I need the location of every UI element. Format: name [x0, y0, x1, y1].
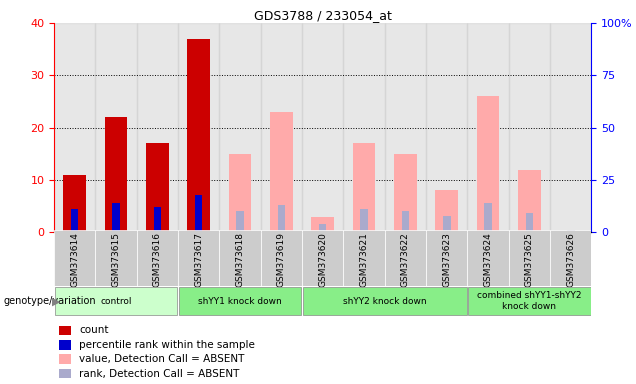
Text: rank, Detection Call = ABSENT: rank, Detection Call = ABSENT: [80, 369, 240, 379]
Bar: [95, 23, 137, 232]
Bar: [71, 209, 78, 232]
Text: shYY2 knock down: shYY2 knock down: [343, 296, 427, 306]
Bar: [550, 230, 591, 286]
Bar: [567, 230, 574, 232]
Text: GSM373620: GSM373620: [318, 232, 328, 287]
Bar: [219, 230, 261, 286]
Title: GDS3788 / 233054_at: GDS3788 / 233054_at: [254, 9, 392, 22]
Text: control: control: [100, 296, 132, 306]
FancyBboxPatch shape: [179, 287, 301, 315]
Bar: [95, 230, 137, 286]
Text: shYY1 knock down: shYY1 knock down: [198, 296, 282, 306]
Bar: [261, 230, 302, 286]
Bar: [146, 143, 169, 232]
FancyBboxPatch shape: [303, 287, 467, 315]
Text: GSM373625: GSM373625: [525, 232, 534, 287]
Bar: [443, 215, 450, 232]
Bar: [137, 230, 178, 286]
Text: GSM373615: GSM373615: [111, 232, 121, 287]
Bar: [302, 23, 343, 232]
Bar: [137, 23, 178, 232]
Text: genotype/variation: genotype/variation: [3, 296, 96, 306]
FancyBboxPatch shape: [55, 287, 177, 315]
Bar: [270, 112, 293, 232]
Bar: [402, 211, 409, 232]
Text: GSM373626: GSM373626: [566, 232, 576, 287]
Bar: [302, 230, 343, 286]
Bar: [509, 23, 550, 232]
Bar: [312, 217, 334, 232]
Bar: [59, 369, 71, 379]
Bar: [319, 224, 326, 232]
Text: ▶: ▶: [52, 296, 60, 306]
Bar: [188, 39, 210, 232]
Bar: [436, 190, 458, 232]
Bar: [550, 23, 591, 232]
Text: GSM373622: GSM373622: [401, 232, 410, 287]
Bar: [385, 230, 426, 286]
Text: GSM373616: GSM373616: [153, 232, 162, 287]
Bar: [59, 340, 71, 350]
Bar: [426, 230, 467, 286]
Text: percentile rank within the sample: percentile rank within the sample: [80, 340, 255, 350]
Bar: [59, 354, 71, 364]
Bar: [426, 23, 467, 232]
Text: value, Detection Call = ABSENT: value, Detection Call = ABSENT: [80, 354, 245, 364]
Bar: [467, 230, 509, 286]
Text: GSM373618: GSM373618: [235, 232, 245, 287]
Bar: [477, 96, 499, 232]
Bar: [54, 230, 95, 286]
Bar: [518, 170, 541, 232]
FancyBboxPatch shape: [468, 287, 591, 315]
Bar: [343, 23, 385, 232]
Text: count: count: [80, 326, 109, 336]
Text: combined shYY1-shYY2
knock down: combined shYY1-shYY2 knock down: [477, 291, 582, 311]
Text: GSM373614: GSM373614: [70, 232, 80, 287]
Bar: [54, 23, 95, 232]
Bar: [178, 23, 219, 232]
Bar: [509, 230, 550, 286]
Bar: [113, 203, 120, 232]
Bar: [105, 117, 127, 232]
Text: GSM373621: GSM373621: [359, 232, 369, 287]
Bar: [526, 214, 533, 232]
Bar: [394, 154, 417, 232]
Bar: [154, 207, 161, 232]
Bar: [59, 326, 71, 335]
Bar: [64, 175, 86, 232]
Bar: [237, 211, 244, 232]
Bar: [229, 154, 251, 232]
Text: GSM373617: GSM373617: [194, 232, 204, 287]
Bar: [195, 195, 202, 232]
Text: GSM373624: GSM373624: [483, 232, 493, 287]
Text: GSM373623: GSM373623: [442, 232, 452, 287]
Bar: [385, 23, 426, 232]
Bar: [467, 23, 509, 232]
Bar: [261, 23, 302, 232]
Bar: [178, 230, 219, 286]
Bar: [219, 23, 261, 232]
Bar: [343, 230, 385, 286]
Text: GSM373619: GSM373619: [277, 232, 286, 287]
Bar: [353, 143, 375, 232]
Bar: [278, 205, 285, 232]
Bar: [485, 203, 492, 232]
Bar: [361, 209, 368, 232]
